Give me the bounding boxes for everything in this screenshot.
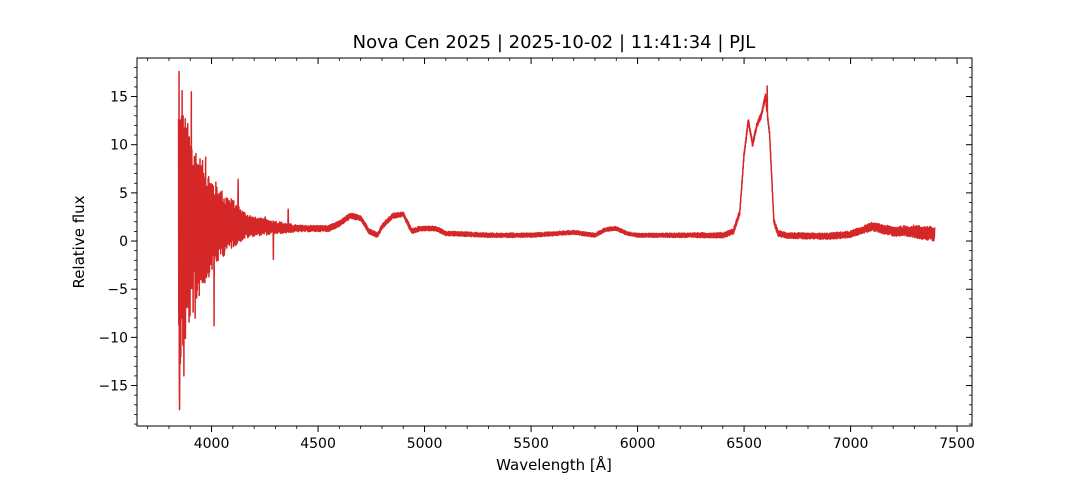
y-tick-label: −15 <box>98 379 128 395</box>
y-tick-label: 15 <box>110 90 128 106</box>
y-tick-label: 10 <box>110 138 128 154</box>
y-tick-label: −5 <box>107 282 128 298</box>
x-axis-label: Wavelength [Å] <box>496 455 612 474</box>
x-tick-label: 7000 <box>833 436 869 452</box>
x-tick-label: 4000 <box>194 436 230 452</box>
x-axis: 4000 4500 5000 5500 6000 6500 7000 7500 <box>147 58 975 452</box>
x-tick-label: 6500 <box>726 436 762 452</box>
x-tick-label: 5500 <box>513 436 549 452</box>
plot-area <box>177 70 936 411</box>
x-tick-label: 7500 <box>939 436 975 452</box>
y-axis: −15 −10 −5 0 5 10 15 <box>98 67 972 425</box>
x-tick-label: 6000 <box>620 436 656 452</box>
chart-title: Nova Cen 2025 | 2025-10-02 | 11:41:34 | … <box>353 32 756 53</box>
axes-frame <box>136 57 973 427</box>
y-tick-label: 5 <box>119 186 128 202</box>
y-tick-label: 0 <box>119 234 128 250</box>
y-axis-label: Relative flux <box>70 195 88 288</box>
y-tick-label: −10 <box>98 330 128 346</box>
series-line-spectrum <box>177 70 936 411</box>
x-tick-label: 5000 <box>407 436 443 452</box>
x-tick-label: 4500 <box>300 436 336 452</box>
